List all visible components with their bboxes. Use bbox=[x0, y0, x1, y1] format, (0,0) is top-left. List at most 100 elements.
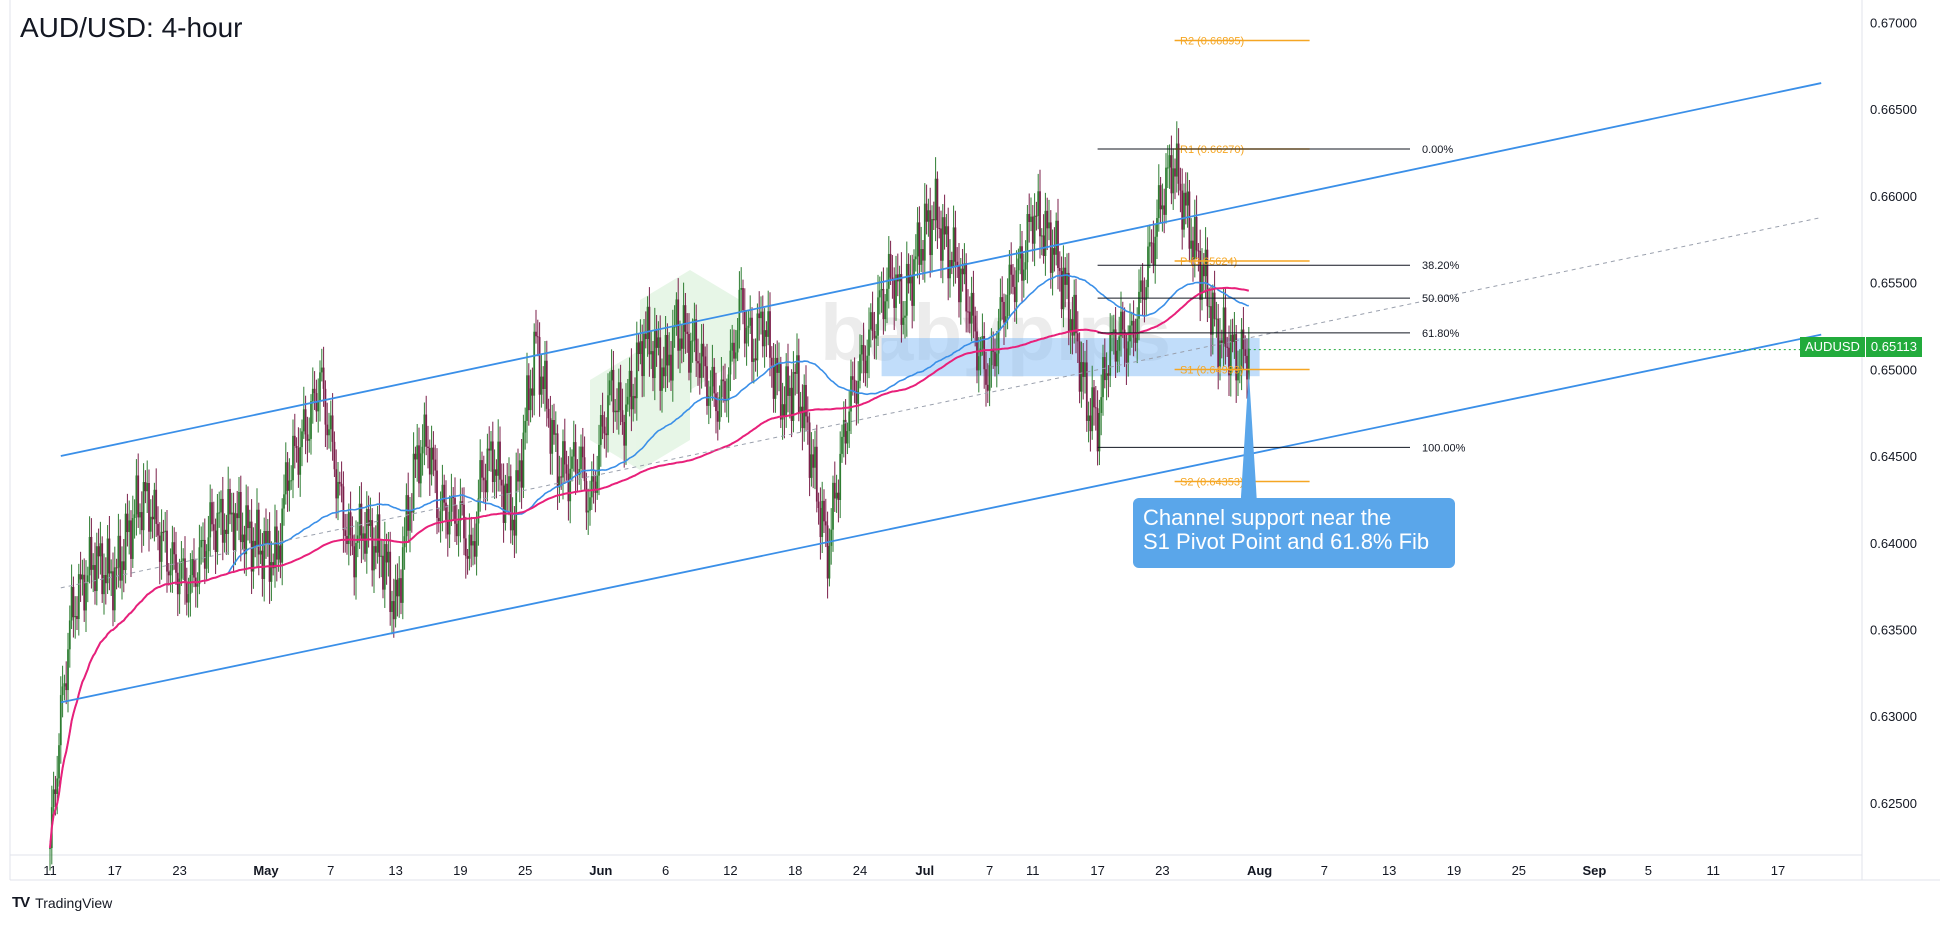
candle-body bbox=[967, 311, 969, 313]
candle-body bbox=[184, 558, 186, 583]
candle-body bbox=[864, 360, 867, 374]
candle-body bbox=[130, 520, 132, 559]
candle-body bbox=[414, 453, 417, 460]
candle-body bbox=[922, 248, 924, 261]
candle-body bbox=[236, 513, 239, 519]
candle-body bbox=[824, 521, 827, 526]
candle-body bbox=[290, 480, 293, 482]
x-tick-label: 18 bbox=[788, 863, 802, 878]
candle-body bbox=[254, 540, 257, 548]
candle-body bbox=[954, 227, 957, 262]
candle-body bbox=[1055, 220, 1058, 255]
candle-body bbox=[437, 517, 440, 522]
candle-body bbox=[59, 695, 62, 746]
candle-body bbox=[882, 289, 885, 320]
candle-body bbox=[1062, 267, 1065, 310]
candle-body bbox=[128, 520, 131, 533]
candle-body bbox=[497, 441, 500, 476]
candle-body bbox=[866, 355, 869, 374]
candle-body bbox=[616, 410, 618, 413]
candle-body bbox=[502, 485, 505, 523]
candle-body bbox=[52, 789, 55, 808]
price-tag-value: 0.65113 bbox=[1864, 337, 1922, 357]
callout-line-1: Channel support near the bbox=[1143, 505, 1392, 530]
candle-body bbox=[131, 518, 134, 559]
annotation-callout: Channel support near the S1 Pivot Point … bbox=[1133, 498, 1455, 568]
candle-body bbox=[945, 226, 948, 235]
candle-body bbox=[1130, 320, 1133, 326]
candle-body bbox=[383, 544, 386, 590]
tradingview-branding[interactable]: TV TradingView bbox=[12, 894, 112, 911]
candle-body bbox=[248, 521, 251, 529]
candle-body bbox=[1161, 205, 1164, 210]
candle-body bbox=[221, 498, 224, 543]
candle-body bbox=[846, 431, 849, 444]
candle-body bbox=[778, 364, 780, 373]
candle-body bbox=[779, 364, 782, 420]
candle-body bbox=[252, 540, 255, 572]
candle-body bbox=[536, 336, 539, 338]
candle-body bbox=[806, 416, 809, 423]
candle-body bbox=[220, 498, 222, 513]
candle-body bbox=[1157, 185, 1160, 219]
candle-body bbox=[1030, 216, 1032, 222]
candle-body bbox=[317, 400, 320, 412]
candle-body bbox=[772, 365, 775, 399]
candle-body bbox=[517, 470, 519, 482]
candle-body bbox=[360, 503, 363, 541]
candle-body bbox=[837, 492, 840, 500]
candle-body bbox=[720, 379, 723, 398]
candle-body bbox=[540, 376, 543, 395]
candle-body bbox=[344, 530, 347, 536]
candle-body bbox=[119, 535, 122, 581]
candle-body bbox=[1152, 243, 1155, 266]
candle-body bbox=[256, 509, 258, 548]
candle-body bbox=[374, 546, 377, 553]
candle-body bbox=[328, 429, 330, 436]
y-tick-label: 0.63500 bbox=[1870, 622, 1917, 637]
candle-body bbox=[77, 574, 80, 620]
candle-body bbox=[902, 317, 905, 325]
candle-body bbox=[1044, 210, 1047, 256]
candle-body bbox=[124, 513, 127, 571]
candle-body bbox=[1003, 301, 1005, 323]
x-tick-label: 24 bbox=[853, 863, 867, 878]
candle-body bbox=[385, 544, 388, 563]
fib-level-label: 61.80% bbox=[1422, 328, 1460, 340]
candle-body bbox=[1228, 347, 1230, 376]
candle-body bbox=[446, 519, 449, 535]
candle-body bbox=[1094, 407, 1097, 409]
candle-body bbox=[977, 356, 980, 371]
candle-body bbox=[646, 306, 649, 340]
candle-body bbox=[227, 489, 230, 534]
candle-body bbox=[535, 331, 537, 337]
x-tick-label: 25 bbox=[518, 863, 532, 878]
candle-body bbox=[250, 521, 253, 572]
candle-body bbox=[304, 409, 307, 435]
candle-body bbox=[970, 292, 973, 324]
candle-body bbox=[121, 561, 123, 581]
candle-body bbox=[117, 535, 120, 568]
candle-body bbox=[202, 539, 204, 541]
candle-body bbox=[466, 556, 469, 559]
candle-body bbox=[1217, 318, 1220, 368]
y-tick-label: 0.65000 bbox=[1870, 362, 1917, 377]
x-tick-label: Aug bbox=[1247, 863, 1272, 878]
candle-body bbox=[833, 482, 836, 499]
candle-body bbox=[1186, 191, 1189, 206]
candle-body bbox=[481, 460, 483, 478]
candle-body bbox=[841, 436, 843, 454]
candle-body bbox=[158, 535, 161, 562]
candle-body bbox=[1013, 286, 1016, 303]
candle-body bbox=[603, 426, 606, 434]
candle-body bbox=[198, 547, 201, 585]
candle-body bbox=[556, 433, 559, 488]
candle-body bbox=[283, 494, 285, 509]
candle-body bbox=[1112, 329, 1115, 333]
candle-body bbox=[1084, 362, 1086, 377]
candle-body bbox=[1046, 210, 1049, 229]
candle-body bbox=[266, 530, 269, 544]
candle-body bbox=[70, 586, 73, 621]
